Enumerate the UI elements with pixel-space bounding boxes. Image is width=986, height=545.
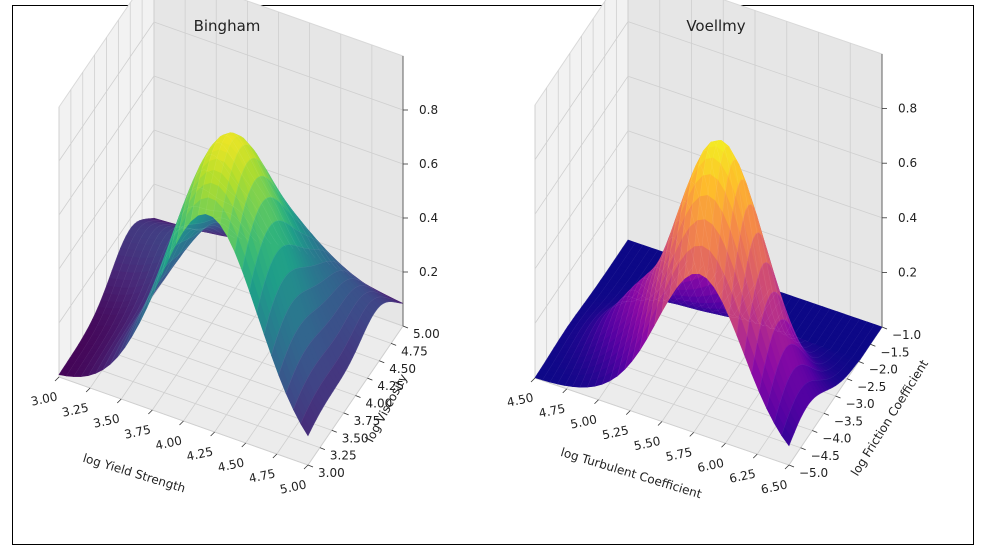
voellmy-plot: 4.504.755.005.255.505.756.006.256.50 −5.0… — [506, 0, 932, 501]
bingham-y-tick-label: 3.00 — [318, 466, 345, 480]
bingham-x-tick-label: 3.00 — [30, 389, 59, 408]
voellmy-x-tick-mark — [722, 443, 726, 447]
bingham-x-tick-label: 4.00 — [154, 433, 183, 452]
bingham-y-tick-label: 5.00 — [413, 327, 440, 341]
bingham-x-tick-label: 4.50 — [216, 455, 245, 474]
bingham-y-tick-mark — [356, 396, 361, 398]
bingham-x-tick-label: 4.25 — [185, 444, 214, 463]
bingham-y-tick-label: 3.25 — [330, 449, 357, 463]
voellmy-y-tick-label: −4.0 — [822, 432, 851, 446]
voellmy-y-tick-label: −5.0 — [799, 466, 828, 480]
voellmy-z-tick-label: 0.2 — [898, 265, 917, 279]
bingham-plot: 3.003.253.503.754.004.254.504.755.003.00… — [30, 0, 440, 497]
voellmy-x-tick-label: 5.00 — [569, 412, 598, 431]
voellmy-title: Voellmy — [686, 17, 745, 35]
voellmy-y-tick-label: −1.0 — [892, 328, 921, 342]
voellmy-y-tick-mark — [789, 465, 794, 467]
bingham-x-tick-mark — [304, 465, 308, 469]
voellmy-y-tick-mark — [870, 344, 875, 346]
bingham-y-tick-mark — [367, 378, 372, 380]
bingham-x-tick-label: 3.75 — [123, 422, 152, 441]
voellmy-y-tick-label: −2.5 — [857, 380, 886, 394]
bingham-x-axis-label: log Yield Strength — [81, 451, 187, 495]
bingham-y-tick-label: 4.75 — [401, 344, 428, 358]
voellmy-y-tick-label: −3.5 — [834, 414, 863, 428]
voellmy-x-tick-mark — [595, 400, 599, 404]
voellmy-y-tick-mark — [847, 379, 852, 381]
bingham-x-tick-mark — [273, 454, 277, 458]
voellmy-y-tick-label: −2.0 — [869, 363, 898, 377]
voellmy-x-tick-label: 5.50 — [633, 434, 662, 453]
bingham-title: Bingham — [194, 17, 261, 35]
voellmy-y-tick-mark — [882, 327, 887, 329]
voellmy-y-tick-label: −3.0 — [846, 397, 875, 411]
voellmy-x-tick-mark — [563, 389, 567, 393]
voellmy-x-tick-mark — [531, 378, 535, 382]
bingham-x-tick-label: 4.75 — [248, 466, 277, 485]
bingham-y-tick-mark — [332, 430, 337, 432]
bingham-x-tick-mark — [242, 443, 246, 447]
voellmy-x-tick-label: 5.25 — [601, 423, 630, 442]
voellmy-y-tick-mark — [836, 396, 841, 398]
bingham-x-tick-mark — [180, 421, 184, 425]
bingham-x-tick-label: 5.00 — [279, 477, 308, 496]
voellmy-x-tick-label: 6.50 — [760, 477, 789, 496]
voellmy-y-tick-label: −1.5 — [880, 345, 909, 359]
voellmy-z-tick-label: 0.6 — [898, 156, 917, 170]
voellmy-z-tick-label: 0.4 — [898, 211, 917, 225]
voellmy-x-tick-label: 4.75 — [537, 401, 566, 420]
voellmy-x-tick-label: 4.50 — [506, 390, 535, 409]
bingham-x-tick-mark — [148, 410, 152, 414]
bingham-y-tick-mark — [320, 448, 325, 450]
bingham-x-tick-label: 3.25 — [61, 400, 90, 419]
voellmy-y-tick-mark — [859, 362, 864, 364]
voellmy-x-tick-label: 5.75 — [664, 445, 693, 464]
voellmy-x-tick-mark — [658, 422, 662, 426]
voellmy-y-tick-label: −4.5 — [811, 449, 840, 463]
bingham-z-tick-label: 0.4 — [419, 211, 438, 225]
bingham-x-tick-mark — [55, 377, 59, 381]
bingham-y-tick-mark — [308, 465, 313, 467]
bingham-x-tick-mark — [211, 432, 215, 436]
bingham-z-tick-label: 0.2 — [419, 265, 438, 279]
bingham-y-tick-mark — [379, 361, 384, 363]
bingham-z-tick-label: 0.6 — [419, 157, 438, 171]
bingham-y-tick-mark — [344, 413, 349, 415]
voellmy-y-tick-mark — [824, 413, 829, 415]
voellmy-x-tick-mark — [753, 454, 757, 458]
bingham-y-tick-mark — [403, 326, 408, 328]
voellmy-y-tick-mark — [812, 431, 817, 433]
figure-canvas: 3.003.253.503.754.004.254.504.755.003.00… — [0, 0, 986, 533]
bingham-z-tick-label: 0.8 — [419, 103, 438, 117]
voellmy-x-tick-mark — [690, 432, 694, 436]
voellmy-x-tick-label: 6.25 — [728, 467, 757, 486]
voellmy-x-tick-mark — [785, 465, 789, 469]
bingham-x-tick-mark — [117, 399, 121, 403]
bingham-y-tick-label: 4.50 — [389, 362, 416, 376]
voellmy-y-tick-mark — [801, 448, 806, 450]
bingham-x-tick-mark — [86, 388, 90, 392]
voellmy-z-tick-label: 0.8 — [898, 102, 917, 116]
bingham-y-tick-mark — [391, 343, 396, 345]
voellmy-x-tick-label: 6.00 — [696, 456, 725, 475]
voellmy-x-tick-mark — [626, 411, 630, 415]
bingham-x-tick-label: 3.50 — [92, 411, 121, 430]
